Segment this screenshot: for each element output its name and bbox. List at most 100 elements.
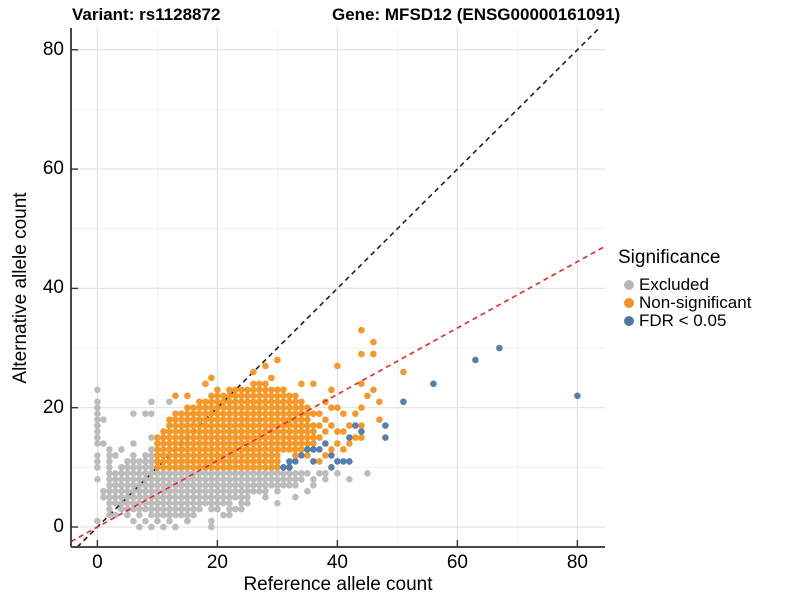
data-point	[244, 446, 251, 453]
data-point	[94, 428, 101, 435]
data-point	[184, 511, 191, 519]
data-point	[316, 446, 323, 453]
data-point	[178, 493, 185, 501]
data-point	[160, 464, 167, 471]
data-point	[160, 511, 167, 519]
data-point	[226, 398, 233, 406]
data-point	[274, 452, 281, 459]
data-point	[190, 404, 197, 412]
data-point	[184, 440, 191, 447]
data-point	[136, 511, 143, 519]
data-point	[190, 410, 197, 417]
data-point	[298, 422, 305, 429]
data-point	[208, 481, 215, 489]
data-point	[142, 458, 149, 465]
data-point	[160, 470, 167, 477]
data-point	[142, 487, 149, 495]
data-point	[196, 493, 203, 501]
data-point	[118, 493, 125, 501]
data-point	[304, 487, 311, 495]
data-point	[232, 392, 239, 400]
data-point	[346, 440, 353, 447]
data-point	[310, 410, 317, 417]
data-point	[202, 470, 209, 477]
data-point	[190, 452, 197, 459]
data-point	[250, 392, 257, 400]
data-point	[322, 440, 329, 447]
data-point	[112, 475, 119, 483]
data-point	[166, 446, 173, 453]
data-point	[196, 481, 203, 489]
data-point	[154, 446, 161, 453]
data-point	[280, 470, 287, 477]
x-tick-label: 80	[566, 552, 588, 573]
data-point	[256, 481, 263, 489]
data-point	[154, 440, 161, 447]
data-point	[268, 481, 275, 489]
data-point	[244, 434, 251, 441]
data-point	[304, 440, 311, 447]
data-point	[364, 392, 371, 400]
data-point	[346, 422, 353, 429]
data-point	[238, 505, 245, 513]
data-point	[160, 458, 167, 465]
data-point	[130, 452, 137, 459]
data-point	[280, 386, 287, 394]
data-point	[208, 517, 215, 525]
data-point	[286, 464, 293, 471]
data-point	[292, 404, 299, 412]
data-point	[178, 511, 185, 519]
x-tick-label: 40	[326, 552, 348, 573]
data-point	[238, 475, 245, 483]
data-point	[256, 386, 263, 394]
data-point	[238, 434, 245, 441]
data-point	[292, 440, 299, 447]
data-point	[124, 487, 131, 495]
data-point	[172, 499, 179, 507]
data-point	[178, 452, 185, 459]
data-point	[202, 458, 209, 465]
data-point	[340, 446, 347, 453]
data-point	[250, 446, 257, 453]
data-point	[244, 386, 251, 394]
data-point	[268, 434, 275, 441]
data-point	[244, 416, 251, 423]
data-point	[214, 505, 221, 513]
data-point	[334, 428, 341, 435]
data-point	[166, 452, 173, 459]
data-point	[214, 452, 221, 459]
data-point	[244, 392, 251, 400]
data-point	[160, 446, 167, 453]
data-point	[304, 434, 311, 441]
data-point	[232, 505, 239, 513]
data-point	[184, 505, 191, 513]
data-point	[232, 452, 239, 459]
data-point	[184, 499, 191, 507]
data-point	[166, 464, 173, 471]
data-point	[142, 475, 149, 483]
data-point	[370, 338, 377, 346]
data-point	[238, 464, 245, 471]
data-point	[274, 440, 281, 447]
data-point	[376, 398, 383, 406]
data-point	[268, 458, 275, 465]
data-point	[112, 470, 119, 477]
data-point	[226, 487, 233, 495]
data-point	[208, 374, 215, 382]
y-tick-label: 0	[53, 516, 64, 537]
data-point	[280, 392, 287, 400]
data-point	[118, 464, 125, 471]
data-point	[166, 422, 173, 429]
data-point	[124, 481, 131, 489]
data-point	[142, 493, 149, 501]
data-point	[358, 350, 365, 358]
data-point	[178, 440, 185, 447]
data-point	[256, 470, 263, 477]
data-point	[196, 434, 203, 441]
data-point	[142, 481, 149, 489]
data-point	[274, 386, 281, 394]
data-point	[316, 458, 323, 465]
data-point	[94, 416, 101, 423]
data-point	[202, 410, 209, 417]
data-point	[190, 464, 197, 471]
